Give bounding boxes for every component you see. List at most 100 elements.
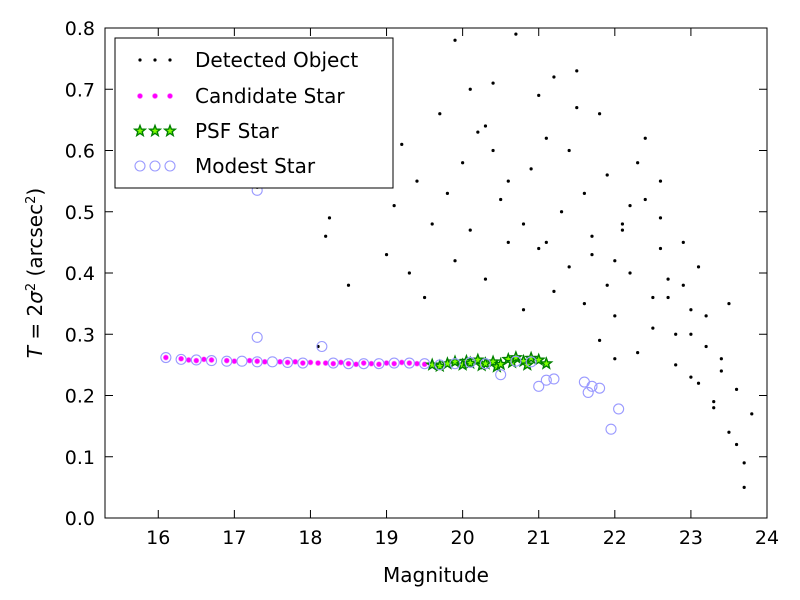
psf-point bbox=[432, 358, 447, 373]
detected-point bbox=[461, 161, 465, 165]
y-tick-label: 0.2 bbox=[65, 386, 95, 408]
modest-point bbox=[525, 356, 537, 368]
modest-point bbox=[510, 355, 522, 367]
modest-point bbox=[582, 386, 594, 398]
detected-point bbox=[681, 283, 685, 287]
candidate-point bbox=[162, 354, 169, 361]
detected-point bbox=[582, 302, 586, 306]
candidate-point bbox=[261, 358, 268, 365]
candidate-point bbox=[414, 360, 420, 367]
y-label-sigma: σ bbox=[23, 290, 47, 304]
candidate-point bbox=[178, 355, 184, 362]
candidate-point bbox=[345, 360, 352, 367]
modest-point bbox=[251, 331, 263, 343]
detected-point bbox=[628, 271, 632, 275]
x-tick-label: 24 bbox=[755, 527, 779, 549]
modest-point bbox=[403, 357, 415, 369]
series-candidate bbox=[162, 354, 428, 368]
detected-point bbox=[415, 179, 419, 183]
modest-point bbox=[449, 358, 461, 370]
detected-point bbox=[636, 351, 640, 355]
candidate-point bbox=[322, 360, 329, 366]
detected-point bbox=[712, 400, 716, 404]
candidate-point bbox=[284, 359, 291, 366]
detected-point bbox=[521, 308, 526, 312]
detected-point bbox=[575, 69, 579, 73]
legend-marker-candidate bbox=[167, 93, 173, 99]
detected-point bbox=[491, 81, 495, 85]
candidate-point bbox=[353, 361, 360, 368]
detected-point bbox=[407, 271, 411, 275]
candidate-point bbox=[201, 356, 207, 363]
detected-point bbox=[651, 295, 655, 300]
candidate-point bbox=[185, 357, 192, 363]
detected-point bbox=[712, 406, 716, 410]
psf-point bbox=[523, 350, 539, 365]
detected-point bbox=[346, 283, 351, 287]
candidate-point bbox=[383, 360, 390, 366]
detected-point bbox=[544, 136, 548, 140]
x-tick-label: 21 bbox=[527, 527, 551, 549]
modest-point bbox=[533, 380, 545, 392]
candidate-point bbox=[360, 360, 367, 366]
detected-point bbox=[597, 112, 602, 116]
modest-point bbox=[342, 358, 355, 370]
detected-point bbox=[658, 216, 663, 220]
detected-point bbox=[651, 326, 655, 330]
detected-point bbox=[544, 240, 548, 244]
detected-point bbox=[681, 240, 685, 244]
modest-point bbox=[548, 373, 560, 385]
detected-point bbox=[727, 430, 731, 434]
detected-point bbox=[597, 338, 602, 342]
detected-point bbox=[666, 277, 670, 281]
detected-point bbox=[559, 210, 564, 214]
legend-label-detected: Detected Object bbox=[195, 48, 358, 72]
modest-point bbox=[282, 356, 294, 368]
modest-point bbox=[373, 358, 385, 370]
detected-point bbox=[696, 265, 701, 269]
legend-box bbox=[114, 37, 394, 189]
series-modest bbox=[160, 184, 625, 435]
detected-point bbox=[666, 295, 670, 300]
detected-point bbox=[537, 246, 541, 251]
psf-point bbox=[539, 356, 554, 370]
detected-point bbox=[689, 375, 693, 379]
psf-point bbox=[463, 355, 478, 370]
candidate-point bbox=[231, 358, 238, 365]
x-axis-label: Magnitude bbox=[383, 563, 489, 587]
legend-label-candidate: Candidate Star bbox=[195, 84, 345, 108]
candidate-point bbox=[391, 360, 398, 367]
detected-point bbox=[400, 142, 404, 146]
modest-point bbox=[479, 358, 492, 370]
modest-point bbox=[586, 380, 598, 392]
detected-point bbox=[704, 314, 708, 318]
modest-point bbox=[464, 356, 476, 368]
legend-marker-modest bbox=[134, 160, 146, 172]
modest-point bbox=[221, 355, 233, 367]
modest-point bbox=[190, 354, 202, 366]
detected-point bbox=[324, 234, 328, 238]
detected-point bbox=[613, 357, 617, 361]
detected-point bbox=[620, 228, 625, 232]
detected-point bbox=[628, 204, 632, 208]
legend-marker-detected bbox=[153, 58, 157, 62]
y-label-sq: 2 bbox=[24, 283, 39, 291]
psf-point bbox=[493, 356, 508, 371]
detected-point bbox=[734, 387, 739, 391]
detected-point bbox=[704, 344, 708, 349]
candidate-point bbox=[406, 360, 413, 366]
y-tick-label: 0.3 bbox=[65, 324, 95, 346]
detected-point bbox=[674, 332, 678, 336]
detected-point bbox=[750, 412, 754, 416]
y-tick-label: 0.0 bbox=[65, 508, 95, 530]
y-label-eq: = 2 bbox=[23, 304, 47, 346]
detected-point bbox=[727, 302, 731, 306]
x-tick-label: 17 bbox=[222, 527, 246, 549]
legend-marker-modest bbox=[164, 160, 176, 172]
candidate-point bbox=[421, 361, 428, 368]
legend-label-modest: Modest Star bbox=[195, 154, 316, 178]
series-detected bbox=[255, 32, 754, 489]
y-axis-label: T = 2σ2 (arcsec2) bbox=[23, 188, 47, 358]
detected-point bbox=[438, 112, 442, 116]
candidate-point bbox=[208, 357, 215, 363]
